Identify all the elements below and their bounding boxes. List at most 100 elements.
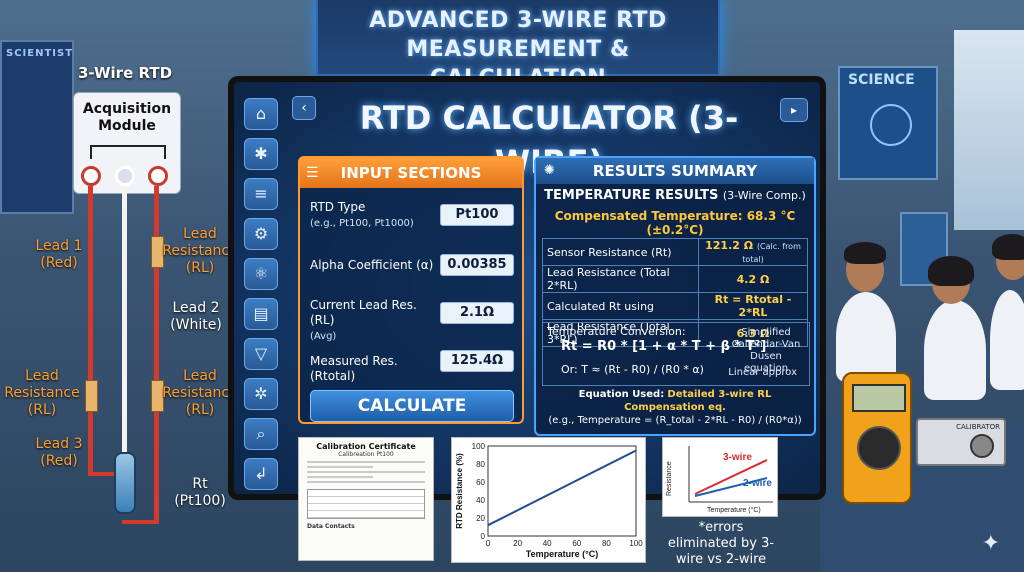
table-row: Sensor Resistance (Rt) 121.2 Ω (Calc. fr… [542, 238, 808, 266]
calibrator-label: CALIBRATOR [956, 423, 1000, 431]
input-panel-header: ☰ INPUT SECTIONS [300, 158, 522, 188]
y-tick-label: 20 [476, 514, 485, 523]
lightbulb-icon: ✺ [544, 163, 555, 178]
row-value: Rt = Rtotal - 2*RL [698, 292, 808, 320]
rtd-type-hint: (e.g., Pt100, Pt1000) [310, 218, 414, 229]
lead-res-row: Current Lead Res. (RL) (Avg) 2.1Ω [310, 298, 514, 342]
row-label: Sensor Resistance (Rt) [542, 238, 699, 266]
y-axis-label: Resistance [666, 461, 673, 496]
alpha-label: Alpha Coefficient (α) [310, 258, 434, 272]
module-bracket [90, 145, 166, 159]
lead-res-hint: (Avg) [310, 331, 337, 342]
series-2-wire-label: 2-wire [743, 478, 772, 489]
y-tick-label: 60 [476, 478, 485, 487]
rtd-type-label: RTD Type (e.g., Pt100, Pt1000) [310, 200, 434, 231]
calculate-button[interactable]: CALCULATE [310, 390, 514, 422]
app-screen: ⌂ ✱ ≡ ⚙ ⚛ ▤ ▽ ✲ ⌕ ↲ ‹ RTD CALCULATOR (3-… [234, 82, 820, 494]
poster-text: SCIENTIST [6, 48, 74, 59]
compensated-temperature: Compensated Temperature: 68.3 °C (±0.2°C… [554, 209, 796, 237]
background-window [954, 30, 1024, 230]
x-tick-label: 80 [602, 539, 611, 548]
equation-example: (e.g., Temperature = (R_total - 2*RL - R… [548, 415, 802, 426]
home-icon[interactable]: ⌂ [244, 98, 278, 130]
lead-1-wire [88, 186, 93, 474]
series-2-wire-line [694, 477, 768, 497]
row-label: Lead Resistance (Total 3*RL) [542, 319, 699, 347]
certificate-title: Calibration Certificate [316, 442, 416, 451]
banner-line-1: ADVANCED 3-WIRE RTD [369, 8, 667, 33]
alpha-input[interactable]: 0.00385 [440, 254, 514, 276]
lead-1-return [88, 472, 122, 476]
document-icon[interactable]: ≡ [244, 178, 278, 210]
certificate-line [307, 466, 373, 468]
sparkle-icon: ✦ [981, 531, 1000, 556]
equation-value: Detailed 3-wire RL Compensation eq. [624, 389, 772, 413]
scientist-1-hair [844, 242, 886, 264]
row-value-text: 121.2 Ω [705, 239, 754, 252]
certificate-line [307, 481, 425, 483]
lead-res-label: Current Lead Res. (RL) (Avg) [310, 298, 434, 344]
search-doc-icon[interactable]: ⌕ [244, 418, 278, 450]
results-panel-title: RESULTS SUMMARY [592, 162, 758, 180]
cvd-note: Simplified Callendar-Van Dusen equation [731, 327, 801, 374]
rtd-sensor-icon [114, 452, 136, 514]
certificate-line [307, 476, 373, 478]
results-panel-header: ✺ RESULTS SUMMARY [536, 158, 814, 184]
certificate-line [307, 471, 425, 473]
measured-input[interactable]: 125.4Ω [440, 350, 514, 372]
atom-icon[interactable]: ⚛ [244, 258, 278, 290]
rtd-type-row: RTD Type (e.g., Pt100, Pt1000) Pt100 [310, 200, 514, 230]
results-panel: ✺ RESULTS SUMMARY TEMPERATURE RESULTS (3… [534, 156, 816, 436]
equation-label: Equation Used: [578, 389, 665, 400]
results-subtitle: TEMPERATURE RESULTS (3-Wire Comp.) [536, 188, 814, 203]
lightbulb-icon[interactable]: ✱ [244, 138, 278, 170]
back-button[interactable]: ‹ [292, 96, 316, 120]
x-axis-label: Temperature (°C) [707, 506, 761, 514]
x-tick-label: 20 [513, 539, 522, 548]
lead-res-input[interactable]: 2.1Ω [440, 302, 514, 324]
lead-1-label: Lead 1 (Red) [35, 238, 83, 271]
calibrator-knob [970, 434, 994, 458]
lead-resistance-label-left: Lead Resistance (RL) [4, 368, 80, 418]
table-row: Calculated Rt using Rt = Rtotal - 2*RL [542, 292, 808, 320]
row-value-note: (Calc. from total) [742, 242, 801, 264]
x-tick-label: 0 [486, 539, 491, 548]
linear-note: Linear approx [728, 367, 797, 378]
y-tick-label: 0 [481, 532, 486, 541]
forward-button[interactable]: ▸ [780, 98, 808, 122]
row-value: 4.2 Ω [698, 265, 808, 293]
lead-resistor-right [151, 380, 164, 412]
wire-comparison-chart-card: 3-wire 2-wire Resistance Temperature (°C… [662, 437, 778, 517]
conversion-header: Temperature Conversion: [547, 325, 686, 338]
y-axis-label: RTD Resistance (%) [455, 453, 464, 529]
funnel-icon[interactable]: ▽ [244, 338, 278, 370]
series-line [487, 449, 637, 527]
gear-icon[interactable]: ✲ [244, 378, 278, 410]
multimeter-display [852, 384, 906, 412]
rtd-type-input[interactable]: Pt100 [440, 204, 514, 226]
wire-comparison-chart: 3-wire 2-wire Resistance Temperature (°C… [666, 446, 773, 514]
multimeter-dial [857, 426, 901, 470]
sidebar: ⌂ ✱ ≡ ⚙ ⚛ ▤ ▽ ✲ ⌕ ↲ [244, 98, 278, 494]
y-tick-label: 100 [472, 442, 486, 451]
exit-icon[interactable]: ↲ [244, 458, 278, 490]
settings-icon[interactable]: ⚙ [244, 218, 278, 250]
certificate-footer: Data Contacts [307, 523, 355, 530]
plot-frame [487, 445, 637, 537]
certificate-table [307, 489, 425, 519]
temperature-conversion-box: Temperature Conversion: Rt = R0 * [1 + α… [542, 322, 810, 386]
monitor: ⌂ ✱ ≡ ⚙ ⚛ ▤ ▽ ✲ ⌕ ↲ ‹ RTD CALCULATOR (3-… [228, 76, 826, 500]
list-icon: ☰ [306, 165, 319, 181]
clipboard-icon[interactable]: ▤ [244, 298, 278, 330]
lead-2-wire [122, 186, 127, 454]
terminal-1 [81, 166, 101, 186]
sensor-label: Rt (Pt100) [174, 476, 226, 509]
atom-icon [870, 104, 912, 146]
cvd-formula: Rt = R0 * [1 + α * T + β * T²] [561, 339, 767, 354]
background-poster-left: SCIENTIST [0, 40, 74, 214]
y-tick-label: 80 [476, 460, 485, 469]
alpha-row: Alpha Coefficient (α) 0.00385 [310, 254, 514, 278]
y-tick-label: 40 [476, 496, 485, 505]
row-value: 121.2 Ω (Calc. from total) [698, 238, 808, 266]
resistance-chart: 0 20 40 60 80 100 0 20 40 60 80 100 Temperature (°C)… [455, 442, 643, 559]
